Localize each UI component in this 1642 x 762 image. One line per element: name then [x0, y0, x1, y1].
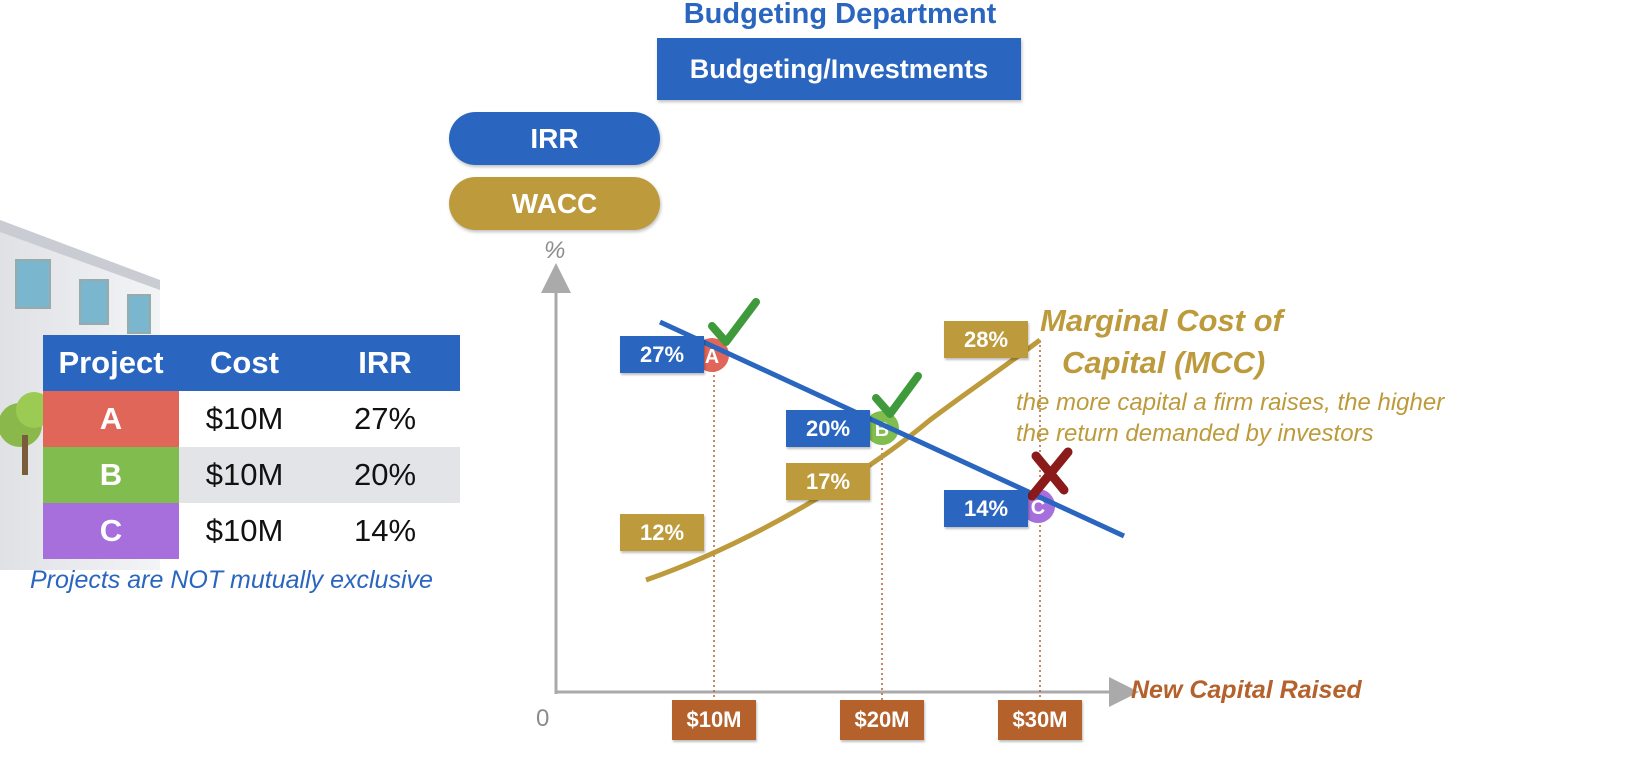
irr-line — [658, 319, 1126, 539]
column-header-irr: IRR — [310, 335, 460, 391]
mcc-desc-line: the more capital a firm raises, the high… — [1016, 389, 1445, 416]
mcc-title-line: Marginal Cost of — [1040, 303, 1283, 338]
cost-cell: $10M — [179, 503, 310, 559]
x-tick-20m: $20M — [840, 700, 924, 740]
x-tick-10m: $10M — [672, 700, 756, 740]
project-cell: A — [43, 391, 179, 447]
origin-label: 0 — [536, 705, 550, 732]
window-icon — [127, 294, 151, 334]
column-header-project: Project — [43, 335, 179, 391]
check-icon — [708, 298, 760, 346]
irr-value-label: 20% — [786, 410, 870, 447]
irr-value-label: 27% — [620, 336, 704, 373]
project-cell: C — [43, 503, 179, 559]
table-note: Projects are NOT mutually exclusive — [30, 566, 433, 594]
mcc-desc-line: the return demanded by investors — [1016, 420, 1374, 447]
x-axis-label: New Capital Raised — [1131, 676, 1362, 704]
check-icon — [872, 372, 922, 418]
table-row: B $10M 20% — [43, 447, 460, 503]
mcc-title-line: Capital (MCC) — [1062, 345, 1266, 380]
irr-cell: 27% — [310, 391, 460, 447]
y-axis-label: % — [544, 237, 566, 264]
point-label-c: C — [1031, 497, 1045, 519]
wacc-legend-pill: WACC — [449, 177, 660, 230]
reject-x-icon — [1027, 447, 1073, 501]
irr-cell: 20% — [310, 447, 460, 503]
irr-cell: 14% — [310, 503, 460, 559]
wacc-value-label: 12% — [620, 514, 704, 551]
irr-value-label: 14% — [944, 490, 1028, 527]
x-tick-30m: $30M — [998, 700, 1082, 740]
project-cell: B — [43, 447, 179, 503]
irr-legend-pill: IRR — [449, 112, 660, 165]
section-banner: Budgeting/Investments — [657, 38, 1021, 100]
wacc-value-label: 28% — [944, 321, 1028, 358]
cost-cell: $10M — [179, 447, 310, 503]
column-header-cost: Cost — [179, 335, 310, 391]
point-label-a: A — [705, 346, 719, 368]
window-icon — [79, 279, 109, 325]
window-icon — [15, 259, 51, 309]
table-row: A $10M 27% — [43, 391, 460, 447]
wacc-value-label: 17% — [786, 463, 870, 500]
wacc-curve — [645, 337, 1042, 583]
cost-cell: $10M — [179, 391, 310, 447]
page-title: Budgeting Department — [683, 0, 997, 30]
mcc-title: Marginal Cost of Capital (MCC) — [1040, 300, 1340, 384]
projects-table: Project Cost IRR A $10M 27% B $10M 20% C… — [43, 335, 460, 559]
mcc-description: the more capital a firm raises, the high… — [1016, 387, 1536, 449]
table-row: C $10M 14% — [43, 503, 460, 559]
